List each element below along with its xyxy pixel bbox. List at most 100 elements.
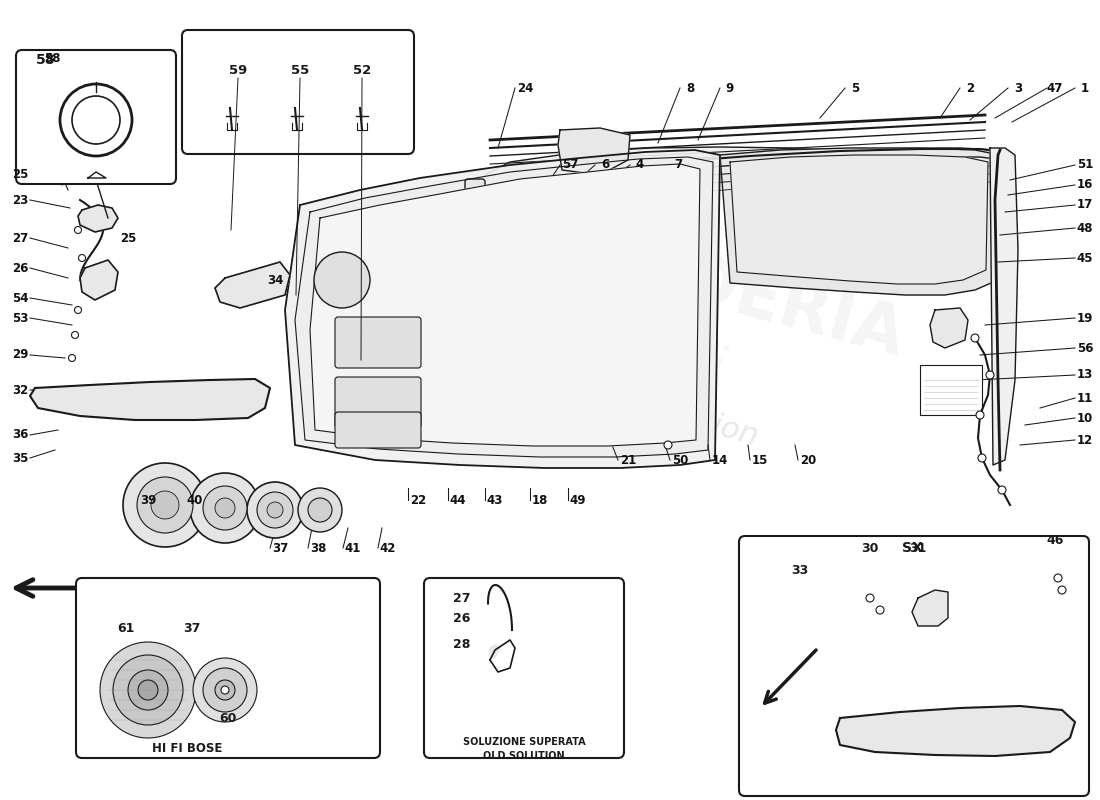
Text: 23: 23: [12, 194, 29, 206]
Text: 58: 58: [36, 53, 55, 67]
FancyBboxPatch shape: [336, 412, 421, 448]
Text: 37: 37: [184, 622, 200, 634]
Circle shape: [664, 441, 672, 449]
Circle shape: [190, 473, 260, 543]
Text: 58: 58: [44, 51, 60, 65]
Polygon shape: [720, 148, 1000, 295]
Text: 17: 17: [1077, 198, 1093, 211]
Circle shape: [971, 334, 979, 342]
Circle shape: [976, 411, 984, 419]
Circle shape: [314, 252, 370, 308]
Polygon shape: [214, 262, 290, 308]
FancyBboxPatch shape: [739, 536, 1089, 796]
Text: 13: 13: [1077, 369, 1093, 382]
Text: 43: 43: [487, 494, 503, 506]
Polygon shape: [310, 164, 700, 446]
Circle shape: [308, 498, 332, 522]
Text: 2: 2: [966, 82, 975, 94]
Polygon shape: [80, 260, 118, 300]
Circle shape: [68, 354, 76, 362]
Text: ferrari: ferrari: [569, 307, 730, 393]
Text: 56: 56: [1077, 342, 1093, 354]
Text: HI FI BOSE: HI FI BOSE: [152, 742, 222, 754]
FancyBboxPatch shape: [336, 377, 421, 428]
Circle shape: [267, 502, 283, 518]
Circle shape: [298, 488, 342, 532]
Text: 22: 22: [410, 494, 426, 506]
Text: 30: 30: [861, 542, 879, 554]
Polygon shape: [485, 147, 1000, 185]
Circle shape: [192, 658, 257, 722]
Circle shape: [72, 331, 78, 338]
Text: 18: 18: [531, 494, 548, 506]
Text: 25: 25: [12, 169, 29, 182]
Polygon shape: [78, 205, 118, 232]
FancyBboxPatch shape: [76, 578, 380, 758]
Circle shape: [866, 594, 874, 602]
Text: 32: 32: [12, 383, 29, 397]
Text: 26: 26: [453, 611, 471, 625]
Text: 51: 51: [1077, 158, 1093, 171]
Text: 61: 61: [118, 622, 134, 634]
Text: 40: 40: [187, 494, 204, 506]
Text: SOLUZIONE SUPERATA: SOLUZIONE SUPERATA: [463, 737, 585, 747]
Circle shape: [75, 226, 81, 234]
Circle shape: [214, 498, 235, 518]
Polygon shape: [30, 379, 270, 420]
Text: 45: 45: [1077, 251, 1093, 265]
Text: 7: 7: [674, 158, 682, 171]
Text: 5: 5: [851, 82, 859, 94]
Circle shape: [1054, 574, 1062, 582]
Text: 8: 8: [686, 82, 694, 94]
Circle shape: [986, 371, 994, 379]
Text: 9: 9: [726, 82, 734, 94]
Text: 47: 47: [1047, 82, 1064, 94]
Text: 57: 57: [562, 158, 579, 171]
Text: 52: 52: [353, 63, 371, 77]
Text: 49: 49: [570, 494, 586, 506]
Circle shape: [221, 686, 229, 694]
Circle shape: [123, 463, 207, 547]
Circle shape: [257, 492, 293, 528]
Text: 4: 4: [636, 158, 645, 171]
Text: 21: 21: [620, 454, 636, 466]
Text: SCUDERIA: SCUDERIA: [528, 209, 912, 371]
Text: 1: 1: [1081, 82, 1089, 94]
Text: 60: 60: [219, 711, 236, 725]
Text: SX: SX: [902, 541, 923, 555]
Polygon shape: [88, 172, 106, 178]
Text: 59: 59: [229, 63, 248, 77]
Text: 44: 44: [450, 494, 466, 506]
Text: 16: 16: [1077, 178, 1093, 191]
Text: 15: 15: [751, 454, 768, 466]
Bar: [920, 365, 982, 415]
Text: 41: 41: [344, 542, 361, 554]
Text: 25: 25: [120, 231, 136, 245]
Circle shape: [214, 680, 235, 700]
Text: 37: 37: [272, 542, 288, 554]
Polygon shape: [285, 150, 720, 468]
Polygon shape: [930, 308, 968, 348]
Text: 27: 27: [453, 591, 471, 605]
Text: 48: 48: [1077, 222, 1093, 234]
FancyBboxPatch shape: [16, 50, 176, 184]
Circle shape: [100, 642, 196, 738]
Polygon shape: [730, 155, 988, 284]
Circle shape: [978, 454, 986, 462]
Text: 46: 46: [1046, 534, 1064, 546]
Circle shape: [248, 482, 302, 538]
Text: 54: 54: [12, 291, 29, 305]
Circle shape: [128, 670, 168, 710]
Text: 33: 33: [791, 563, 808, 577]
Text: a passion for innovation: a passion for innovation: [399, 329, 761, 451]
Polygon shape: [490, 645, 500, 658]
Text: 20: 20: [800, 454, 816, 466]
Text: 34: 34: [267, 274, 283, 286]
Circle shape: [138, 680, 158, 700]
FancyBboxPatch shape: [336, 317, 421, 368]
Circle shape: [113, 655, 183, 725]
FancyBboxPatch shape: [182, 30, 414, 154]
Text: 31: 31: [910, 542, 926, 554]
FancyBboxPatch shape: [424, 578, 624, 758]
Circle shape: [78, 254, 86, 262]
